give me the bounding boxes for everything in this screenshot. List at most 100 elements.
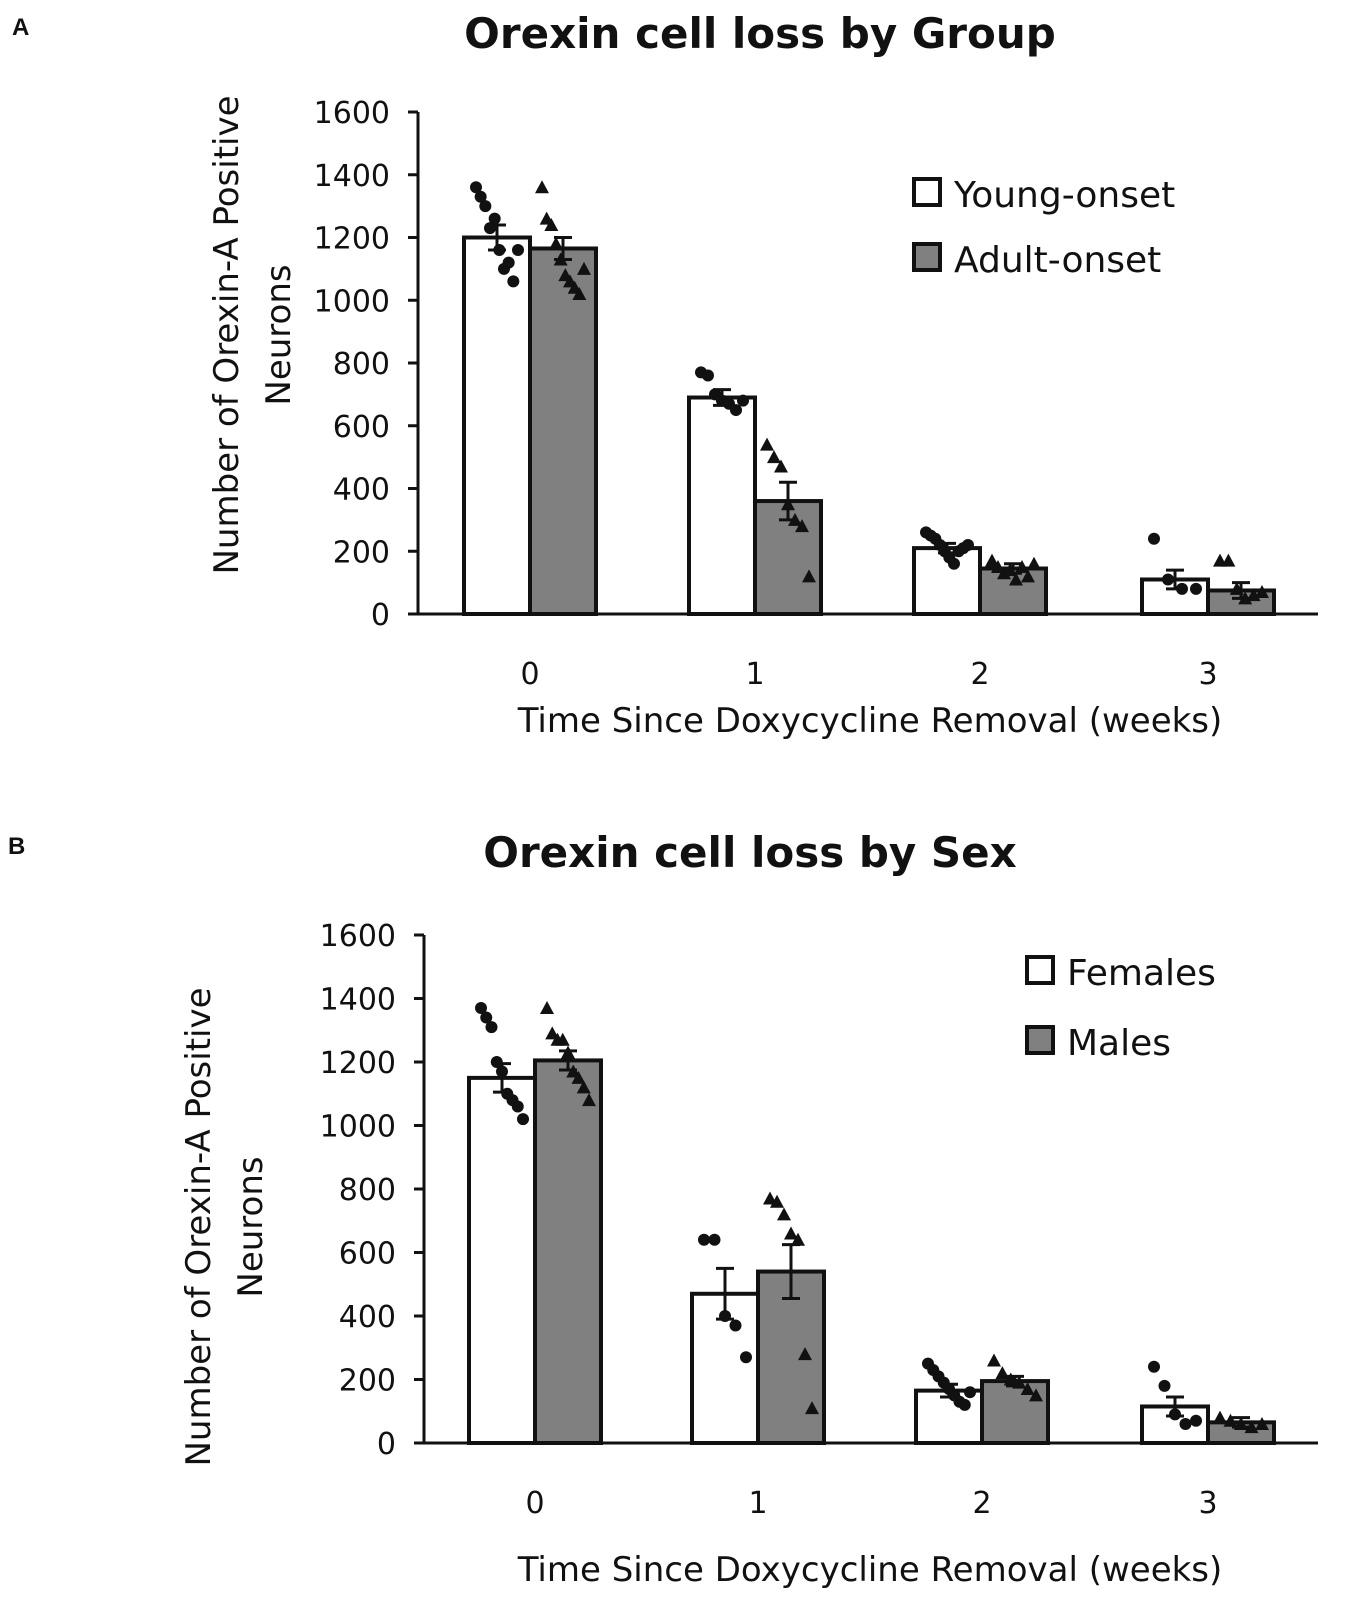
data-point xyxy=(770,1194,784,1208)
data-point xyxy=(1015,559,1029,573)
legend-swatch xyxy=(912,177,942,207)
data-point xyxy=(553,252,568,266)
data-point xyxy=(1027,556,1041,570)
data-point xyxy=(544,217,559,231)
bar xyxy=(980,1379,1050,1446)
data-point xyxy=(948,557,960,570)
data-point xyxy=(571,1070,586,1084)
y-axis-label: Number of Orexin-A Positive Neurons xyxy=(179,987,271,1466)
panel-label-a: A xyxy=(12,14,30,41)
y-tick-label: 1000 xyxy=(314,284,390,319)
x-tick-label: 0 xyxy=(520,657,539,692)
data-point xyxy=(1020,1382,1035,1396)
data-point xyxy=(1190,1414,1202,1427)
data-point xyxy=(572,286,587,300)
panel-label-b: B xyxy=(8,833,26,860)
legend-label: Adult-onset xyxy=(954,240,1161,281)
data-point xyxy=(730,404,742,417)
data-point xyxy=(549,236,563,250)
data-point xyxy=(488,212,501,225)
data-point xyxy=(777,1207,791,1221)
x-tick-label: 1 xyxy=(745,657,764,692)
data-point xyxy=(760,437,774,451)
y-tick-label: 1200 xyxy=(320,1046,396,1081)
bar xyxy=(467,1075,537,1445)
data-point xyxy=(555,1032,570,1046)
data-point xyxy=(708,1233,721,1246)
y-axis-label: Number of Orexin-A Positive Neurons xyxy=(207,95,299,574)
data-point xyxy=(1255,585,1269,599)
data-point xyxy=(1213,1410,1227,1424)
data-point xyxy=(496,1065,508,1078)
y-tick-label: 1200 xyxy=(314,222,390,257)
data-point xyxy=(479,200,492,213)
legend-swatch xyxy=(1025,955,1055,985)
y-tick-label: 1000 xyxy=(320,1110,396,1145)
x-tick-label: 2 xyxy=(972,1486,991,1521)
data-point xyxy=(1176,582,1188,595)
legend-label: Young-onset xyxy=(953,175,1175,216)
data-point xyxy=(798,1347,812,1361)
y-tick-label: 1400 xyxy=(314,159,390,194)
y-axis-label-line: Neurons xyxy=(259,264,299,405)
chart-title: Orexin cell loss by Group xyxy=(464,9,1056,58)
data-point xyxy=(795,519,809,533)
data-point xyxy=(995,1366,1010,1380)
data-point xyxy=(737,394,749,407)
data-point xyxy=(507,275,520,288)
x-axis-label: Time Since Doxycycline Removal (weeks) xyxy=(517,1550,1223,1590)
data-point xyxy=(535,180,549,194)
y-tick-label: 800 xyxy=(333,347,390,382)
data-point xyxy=(485,1021,498,1034)
data-point xyxy=(1179,1417,1192,1430)
y-axis-label-line: Number of Orexin-A Positive xyxy=(179,987,219,1466)
data-point xyxy=(1229,581,1244,595)
y-tick-label: 1600 xyxy=(320,919,396,954)
data-point xyxy=(484,222,496,235)
x-tick-label: 0 xyxy=(525,1486,544,1521)
data-point xyxy=(729,1319,742,1332)
y-tick-label: 600 xyxy=(339,1237,396,1272)
y-tick-label: 200 xyxy=(333,535,390,570)
data-point xyxy=(1148,532,1160,545)
y-axis-label-line: Neurons xyxy=(231,1156,271,1297)
data-point xyxy=(1255,1416,1269,1430)
data-point xyxy=(490,1056,503,1068)
data-point xyxy=(805,1401,819,1415)
chart-sex: Orexin cell loss by Sex 0 200 400 600 800 1000… xyxy=(179,828,1318,1590)
data-point xyxy=(480,1011,493,1024)
data-point xyxy=(702,369,714,382)
data-point xyxy=(1012,1375,1027,1389)
data-point xyxy=(962,538,974,551)
chart-title: Orexin cell loss by Sex xyxy=(483,828,1016,877)
x-tick-label: 3 xyxy=(1198,657,1217,692)
data-point xyxy=(1244,1420,1259,1434)
data-point xyxy=(1234,1416,1248,1430)
data-point xyxy=(791,1232,805,1246)
bar xyxy=(533,1058,603,1445)
data-point xyxy=(1158,1379,1171,1392)
bar xyxy=(914,1388,984,1445)
data-point xyxy=(781,497,795,511)
legend-swatch xyxy=(1025,1025,1055,1055)
data-point xyxy=(540,1001,554,1015)
data-point xyxy=(493,244,506,257)
bar xyxy=(687,395,757,617)
data-point xyxy=(576,1080,591,1094)
data-point xyxy=(991,559,1005,573)
data-point xyxy=(1223,1413,1238,1427)
data-point xyxy=(502,256,515,269)
y-tick-label: 1400 xyxy=(320,983,396,1018)
data-point xyxy=(964,1386,976,1399)
data-point xyxy=(561,1045,575,1059)
data-point xyxy=(774,459,788,473)
data-point xyxy=(698,1233,710,1246)
y-tick-label: 0 xyxy=(377,1427,396,1462)
bar xyxy=(462,235,532,616)
y-tick-label: 1600 xyxy=(314,96,390,131)
data-point xyxy=(1190,582,1202,595)
y-tick-label: 800 xyxy=(339,1173,396,1208)
data-point xyxy=(1003,563,1017,577)
legend-label: Females xyxy=(1067,953,1216,994)
data-point xyxy=(1162,573,1174,586)
